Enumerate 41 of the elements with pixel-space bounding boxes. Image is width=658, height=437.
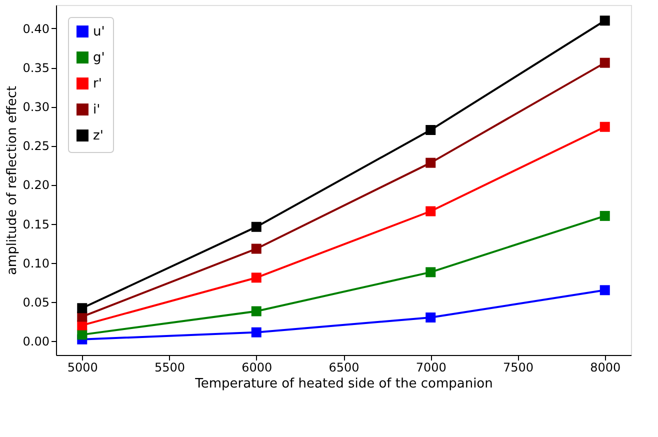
y-tick-label: 0.20 [22, 178, 50, 192]
x-tick-label: 5500 [154, 360, 186, 374]
x-tick-label: 7500 [502, 360, 534, 374]
point [600, 58, 610, 68]
point [251, 222, 262, 232]
point [251, 244, 262, 254]
point [600, 285, 610, 296]
y-tick-label: 0.35 [22, 61, 50, 75]
y-tick-label: 0.15 [22, 217, 50, 232]
y-tick-label: 0.40 [22, 22, 50, 36]
x-tick-label: 6000 [242, 360, 272, 374]
legend-label: r' [93, 76, 102, 92]
y-axis-title: amplitude of reflection effect [4, 86, 20, 276]
y-tick-label: 0.00 [22, 334, 50, 348]
point [251, 272, 262, 283]
y-tick-label: 0.10 [22, 256, 50, 270]
legend-label: g' [93, 50, 105, 66]
point [426, 206, 436, 216]
legend-label: i' [93, 102, 100, 118]
legend-label: z' [93, 128, 104, 144]
point [77, 330, 88, 340]
point [600, 16, 610, 26]
point [77, 303, 88, 314]
point [426, 125, 436, 135]
y-tick-label: 0.25 [22, 139, 50, 154]
point [600, 122, 610, 132]
point [426, 312, 436, 322]
y-tick-label: 0.05 [22, 295, 50, 310]
point [77, 320, 88, 330]
x-axis-title: Temperature of heated side of the companion [194, 376, 493, 392]
x-tick-label: 5000 [67, 360, 98, 374]
y-tick-label: 0.30 [22, 100, 50, 114]
point [251, 306, 262, 316]
x-tick-label: 7000 [416, 360, 446, 374]
x-tick-label: 6500 [328, 360, 360, 374]
x-tick-label: 8000 [590, 360, 621, 374]
point [426, 267, 436, 278]
point [600, 210, 610, 221]
point [426, 158, 436, 168]
legend-label: u' [93, 24, 105, 40]
point [251, 327, 262, 338]
